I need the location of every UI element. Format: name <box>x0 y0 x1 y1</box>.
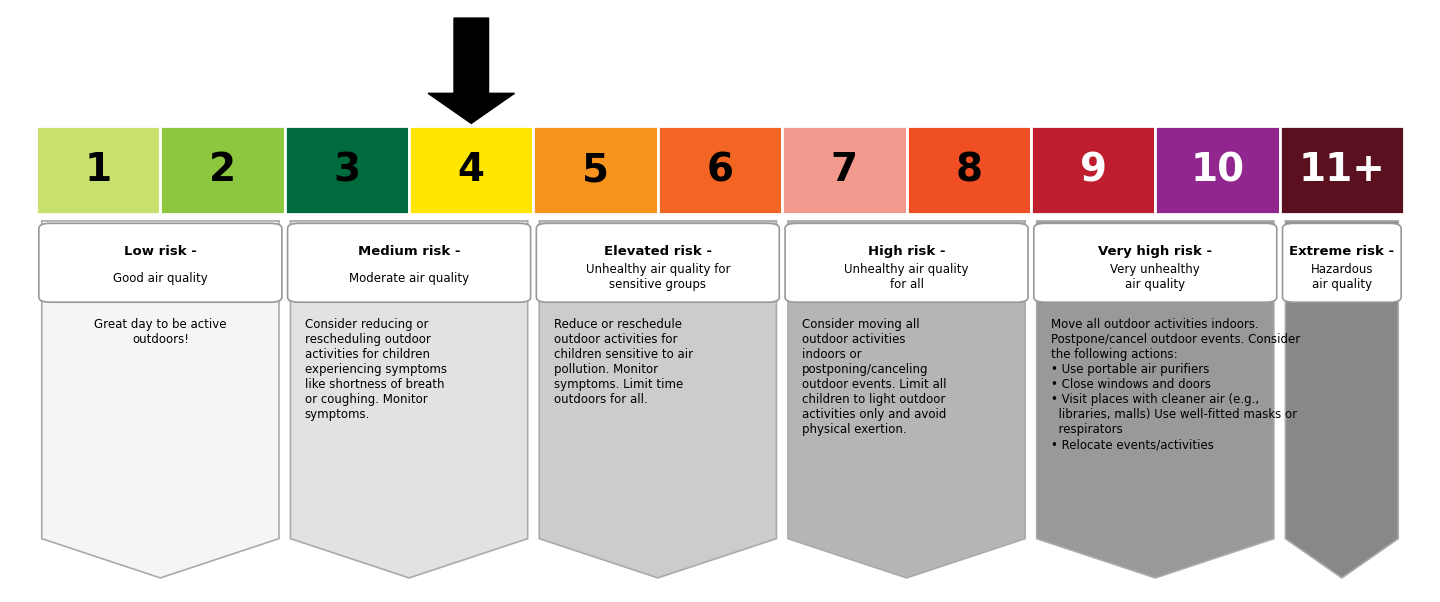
FancyBboxPatch shape <box>785 223 1028 302</box>
FancyBboxPatch shape <box>1034 223 1277 302</box>
Text: Hazardous
air quality: Hazardous air quality <box>1310 262 1374 291</box>
Text: 1: 1 <box>85 151 112 189</box>
Polygon shape <box>428 18 514 123</box>
Text: Extreme risk -: Extreme risk - <box>1289 244 1394 258</box>
Text: Consider moving all
outdoor activities
indoors or
postponing/canceling
outdoor e: Consider moving all outdoor activities i… <box>802 318 948 436</box>
FancyBboxPatch shape <box>285 126 409 214</box>
FancyBboxPatch shape <box>1280 126 1404 214</box>
Text: Low risk -: Low risk - <box>124 244 197 258</box>
Text: Unhealthy air quality
for all: Unhealthy air quality for all <box>844 262 969 291</box>
FancyBboxPatch shape <box>536 223 779 302</box>
Text: Elevated risk -: Elevated risk - <box>603 244 711 258</box>
Text: 4: 4 <box>458 151 485 189</box>
Polygon shape <box>1286 221 1398 578</box>
Text: Reduce or reschedule
outdoor activities for
children sensitive to air
pollution.: Reduce or reschedule outdoor activities … <box>553 318 693 406</box>
Text: Medium risk -: Medium risk - <box>359 244 461 258</box>
Text: Unhealthy air quality for
sensitive groups: Unhealthy air quality for sensitive grou… <box>586 262 730 291</box>
Polygon shape <box>1037 221 1274 578</box>
Text: Great day to be active
outdoors!: Great day to be active outdoors! <box>94 318 226 347</box>
Text: High risk -: High risk - <box>868 244 945 258</box>
Text: Very unhealthy
air quality: Very unhealthy air quality <box>1110 262 1200 291</box>
Text: Consider reducing or
rescheduling outdoor
activities for children
experiencing s: Consider reducing or rescheduling outdoo… <box>305 318 446 421</box>
Polygon shape <box>539 221 776 578</box>
Text: 6: 6 <box>707 151 733 189</box>
FancyBboxPatch shape <box>782 126 907 214</box>
Text: 10: 10 <box>1191 151 1244 189</box>
FancyBboxPatch shape <box>658 126 782 214</box>
FancyBboxPatch shape <box>288 223 530 302</box>
Polygon shape <box>788 221 1025 578</box>
FancyBboxPatch shape <box>409 126 533 214</box>
Text: 2: 2 <box>209 151 236 189</box>
Polygon shape <box>291 221 527 578</box>
Text: Very high risk -: Very high risk - <box>1099 244 1212 258</box>
FancyBboxPatch shape <box>1283 223 1401 302</box>
Text: 9: 9 <box>1080 151 1106 189</box>
Text: 7: 7 <box>831 151 858 189</box>
FancyBboxPatch shape <box>907 126 1031 214</box>
Polygon shape <box>42 221 279 578</box>
FancyBboxPatch shape <box>160 126 285 214</box>
Text: 11+: 11+ <box>1299 151 1385 189</box>
Text: Move all outdoor activities indoors.
Postpone/cancel outdoor events. Consider
th: Move all outdoor activities indoors. Pos… <box>1051 318 1300 452</box>
Text: 8: 8 <box>955 151 982 189</box>
Text: Moderate air quality: Moderate air quality <box>348 272 469 285</box>
FancyBboxPatch shape <box>533 126 658 214</box>
FancyBboxPatch shape <box>36 126 160 214</box>
Text: 3: 3 <box>333 151 360 189</box>
FancyBboxPatch shape <box>1155 126 1280 214</box>
FancyBboxPatch shape <box>1031 126 1155 214</box>
FancyBboxPatch shape <box>39 223 282 302</box>
Text: 5: 5 <box>582 151 609 189</box>
Text: Good air quality: Good air quality <box>112 272 207 285</box>
